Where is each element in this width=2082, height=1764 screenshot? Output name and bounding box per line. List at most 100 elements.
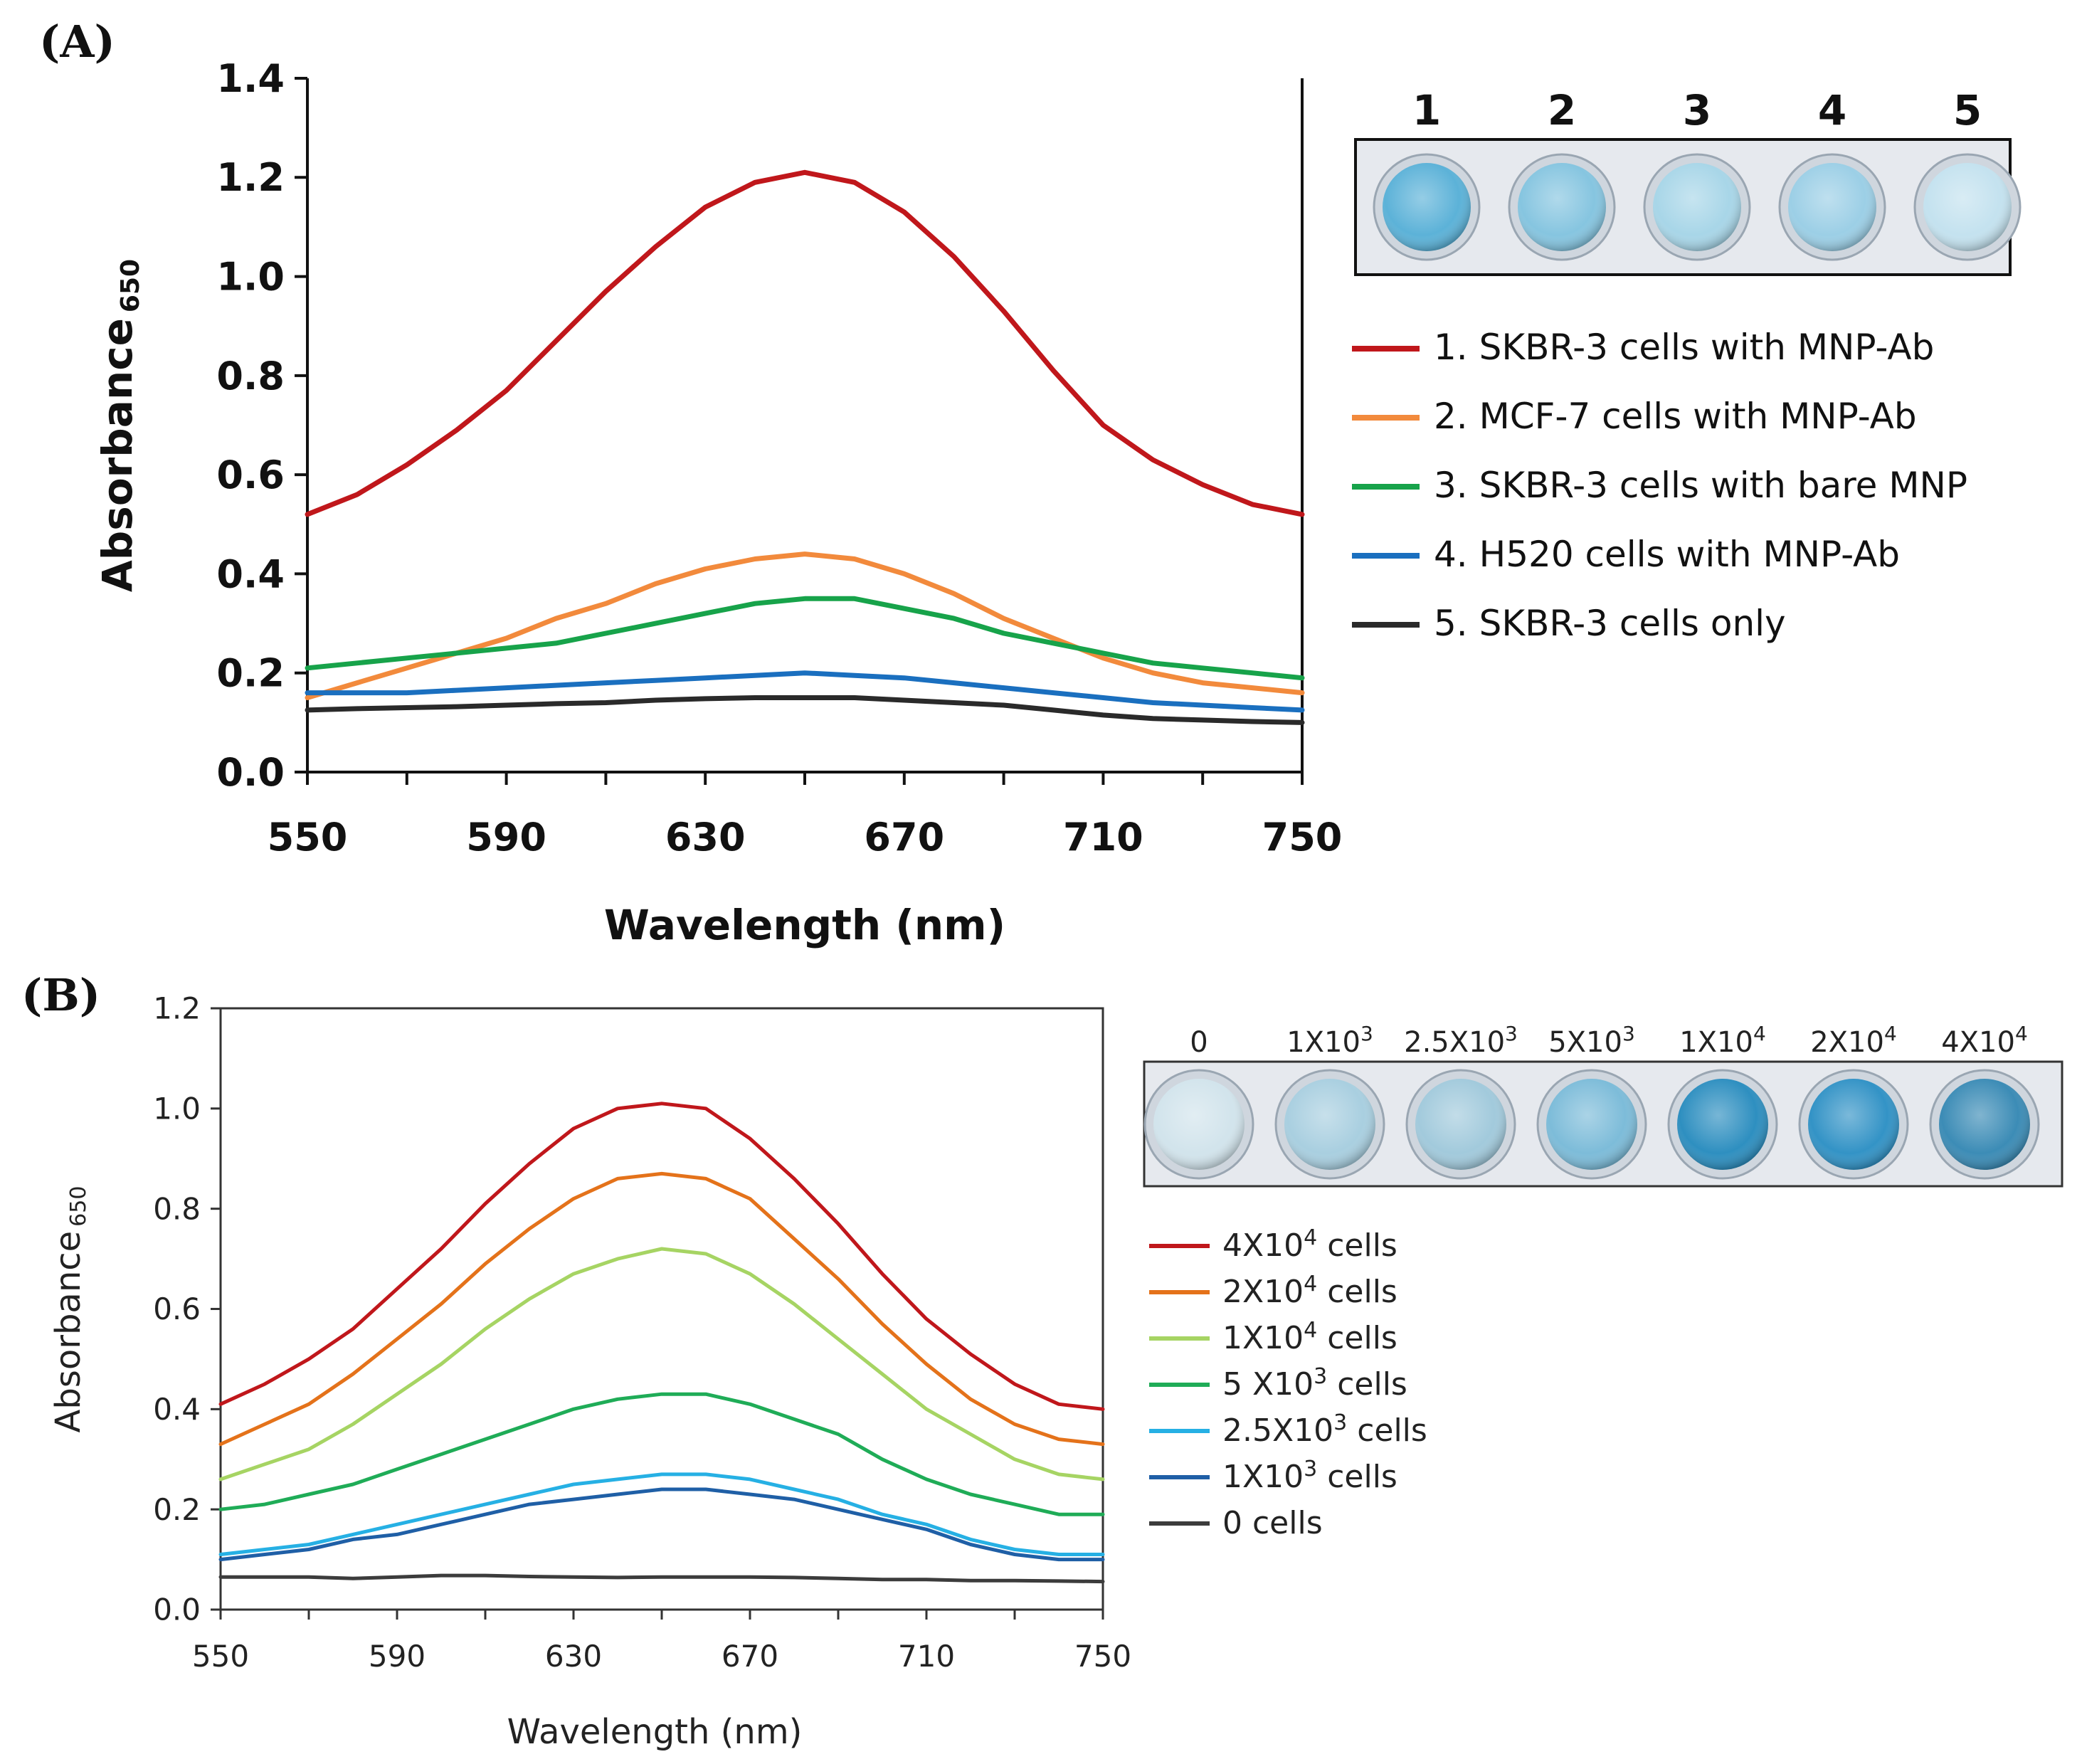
legend-label-exponent: 4 <box>1304 1225 1317 1250</box>
series-line-3 <box>305 596 1305 681</box>
well-label: 5X103 <box>1548 1022 1635 1059</box>
legend-label: 3. SKBR-3 cells with bare MNP <box>1434 465 1967 506</box>
legend-label: 1X103 cells <box>1222 1457 1397 1495</box>
legend-label: 4X104 cells <box>1222 1225 1397 1264</box>
x-tick-label: 630 <box>665 815 746 860</box>
legend-label: 4. H520 cells with MNP-Ab <box>1434 534 1900 575</box>
y-tick-label: 0.4 <box>153 1392 201 1427</box>
x-tick-label: 750 <box>1074 1639 1131 1674</box>
legend-label: 1. SKBR-3 cells with MNP-Ab <box>1434 327 1934 368</box>
well-label: 2X104 <box>1810 1022 1897 1059</box>
panel-a-well-plate: 1 2 3 4 5 <box>1354 86 2022 276</box>
x-tick-label: 670 <box>722 1639 778 1674</box>
well-shading <box>1415 1079 1506 1170</box>
well-label-exponent: 3 <box>1360 1022 1373 1045</box>
well-label-base: 0 <box>1190 1026 1208 1059</box>
well-label-base: 1X10 <box>1286 1026 1360 1059</box>
series-line-7 <box>218 1573 1105 1584</box>
panel-b-x-axis-label: Wavelength (nm) <box>507 1712 803 1752</box>
well-shading <box>1939 1079 2030 1170</box>
well-label: 2.5X103 <box>1404 1022 1518 1059</box>
well-shading <box>1808 1079 1899 1170</box>
panel-b-y-axis-label-sub: 650 <box>66 1186 91 1227</box>
legend-label: 5. SKBR-3 cells only <box>1434 603 1786 644</box>
y-tick-label: 1.0 <box>153 1092 201 1126</box>
series-line-5 <box>218 1472 1105 1556</box>
well-label-base: 5X10 <box>1548 1026 1622 1059</box>
well-shading <box>1546 1079 1637 1170</box>
y-tick-label: 0.8 <box>153 1191 201 1226</box>
y-tick-label: 0.0 <box>153 1593 201 1627</box>
panel-a-label: (A) <box>39 16 115 68</box>
legend-label: 0 cells <box>1222 1505 1323 1541</box>
x-tick-label: 630 <box>545 1639 602 1674</box>
x-tick-label: 710 <box>898 1639 955 1674</box>
well-label-base: 4X10 <box>1941 1026 2015 1059</box>
panel-b-ticks <box>211 1007 1104 1620</box>
panel-b-well-plate: 0 1X103 2.5X103 5X103 1X104 2X104 4X104 <box>1143 1022 2063 1188</box>
well-label: 3 <box>1683 86 1711 134</box>
legend-label-unit: cells <box>1327 1366 1407 1403</box>
well-label: 2 <box>1548 86 1576 134</box>
y-tick-label: 0.2 <box>153 1492 201 1527</box>
panel-b-x-tick-labels: 550 590 630 670 710 750 <box>192 1639 1131 1674</box>
well-shading <box>1788 163 1876 251</box>
y-tick-label: 0.8 <box>216 354 285 398</box>
well-label-exponent: 3 <box>1505 1022 1518 1045</box>
panel-b-y-tick-labels: 0.0 0.2 0.4 0.6 0.8 1.0 1.2 <box>153 991 201 1627</box>
well-label-exponent: 4 <box>1753 1022 1766 1045</box>
legend-label-exponent: 4 <box>1304 1318 1317 1343</box>
x-tick-label: 550 <box>268 815 348 860</box>
legend-label-base: 4X10 <box>1222 1227 1304 1264</box>
y-tick-label: 0.2 <box>216 651 285 696</box>
well-label: 1 <box>1412 86 1441 134</box>
series-line-1 <box>305 169 1305 517</box>
panel-a-y-axis-label: Absorbance 650 <box>93 259 145 592</box>
panel-a: (A) 0.0 0.2 0.4 0.6 0.8 1.0 1.2 1.4 550 590 630 67… <box>39 16 2022 949</box>
legend-label: 2.5X103 cells <box>1222 1410 1427 1449</box>
legend-label-unit: cells <box>1317 1227 1397 1264</box>
legend-label: 1X104 cells <box>1222 1318 1397 1356</box>
panel-a-y-axis-label-main: Absorbance <box>93 318 142 592</box>
well-shading <box>1153 1079 1245 1170</box>
legend-label-base: 0 <box>1222 1505 1242 1541</box>
series-line-6 <box>218 1487 1105 1562</box>
legend-label-base: 2.5X10 <box>1222 1412 1333 1449</box>
y-tick-label: 0.6 <box>153 1292 201 1326</box>
well-shading <box>1653 163 1741 251</box>
x-tick-label: 710 <box>1063 815 1143 860</box>
well-shading <box>1383 163 1471 251</box>
panel-b-y-axis-label: Absorbance 650 <box>48 1186 91 1433</box>
x-tick-label: 750 <box>1262 815 1343 860</box>
well-label: 1X103 <box>1286 1022 1373 1059</box>
series-line-5 <box>305 695 1305 725</box>
well-label-base: 2.5X10 <box>1404 1026 1505 1059</box>
series-line-2 <box>218 1171 1105 1447</box>
well-label: 4 <box>1818 86 1846 134</box>
y-tick-label: 1.2 <box>216 155 285 200</box>
panel-a-legend: 1. SKBR-3 cells with MNP-Ab 2. MCF-7 cell… <box>1352 327 1967 644</box>
legend-label-unit: cells <box>1242 1505 1323 1541</box>
legend-label: 2X104 cells <box>1222 1272 1397 1310</box>
well-label: 0 <box>1190 1026 1208 1059</box>
series-line-2 <box>305 551 1305 700</box>
legend-label-base: 1X10 <box>1222 1459 1304 1495</box>
legend-label-unit: cells <box>1317 1274 1397 1310</box>
panel-b-label: (B) <box>21 969 100 1021</box>
legend-label-exponent: 3 <box>1304 1457 1317 1482</box>
panel-a-axes <box>306 78 1304 773</box>
y-tick-label: 1.0 <box>216 254 285 299</box>
x-tick-label: 590 <box>369 1639 426 1674</box>
well-label-exponent: 4 <box>2015 1022 2028 1045</box>
panel-a-ticks <box>295 77 1304 785</box>
y-tick-label: 1.4 <box>216 56 285 101</box>
legend-label-unit: cells <box>1317 1459 1397 1495</box>
well-label-exponent: 3 <box>1622 1022 1635 1045</box>
panel-a-wells: 1 2 3 4 5 <box>1373 86 2022 261</box>
x-tick-label: 670 <box>864 815 944 860</box>
well-label-base: 2X10 <box>1810 1026 1884 1059</box>
legend-label-base: 5 X10 <box>1222 1366 1314 1403</box>
well-label: 4X104 <box>1941 1022 2028 1059</box>
